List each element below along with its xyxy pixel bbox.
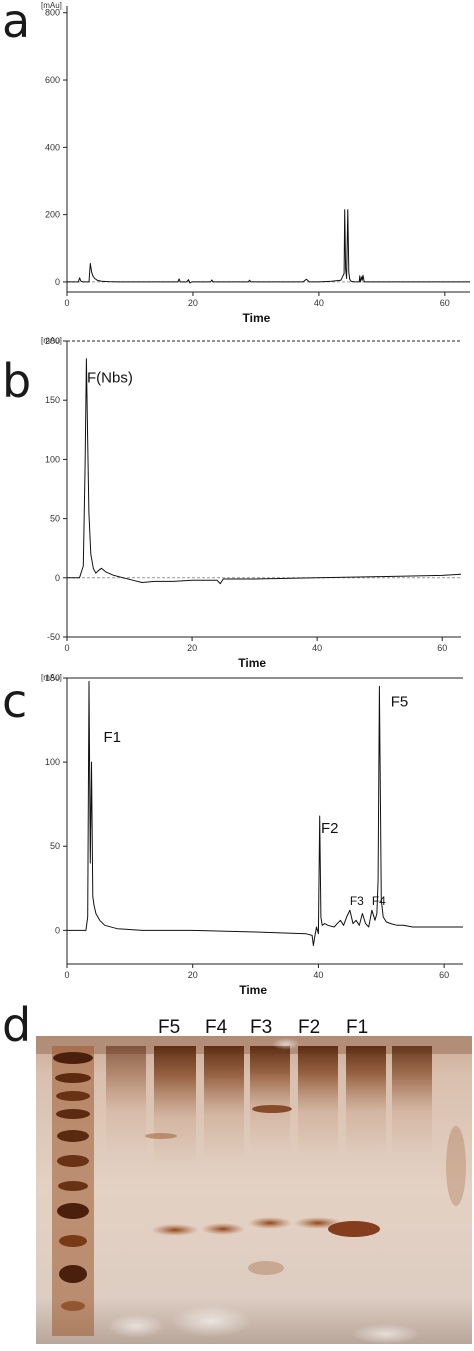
y-tick-label: 100: [45, 454, 60, 464]
series-line: [67, 358, 462, 585]
x-tick-label: 60: [437, 643, 447, 653]
gel-lane-labels: F5 F4 F3 F2 F1: [158, 1017, 368, 1038]
gel-lane-label: F5: [158, 1017, 180, 1038]
series-line: [67, 680, 463, 946]
y-tick-label: 50: [50, 514, 60, 524]
peak-label: F1: [103, 729, 121, 746]
y-tick-label: 400: [45, 142, 60, 152]
y-tick-label: 150: [45, 395, 60, 405]
y-tick-label: 150: [45, 673, 60, 683]
x-tick-label: 20: [188, 298, 198, 308]
y-tick-label: 0: [55, 925, 60, 935]
gel-reflections: [108, 1038, 420, 1344]
peak-label: F3: [350, 894, 364, 908]
y-tick-label: 600: [45, 75, 60, 85]
x-axis-title: Time: [239, 983, 267, 997]
x-tick-label: 40: [312, 643, 322, 653]
y-unit-label: [mAu]: [41, 673, 62, 682]
gel-lane-label: F4: [205, 1017, 228, 1038]
x-tick-label: 40: [314, 298, 324, 308]
x-tick-label: 60: [440, 298, 450, 308]
gel-bands: [145, 1105, 466, 1275]
gel-sample-smears: [106, 1046, 432, 1166]
y-unit-label: [mAu]: [41, 1, 62, 10]
gel-lane-label: F1: [346, 1017, 368, 1038]
y-tick-label: 0: [55, 277, 60, 287]
y-tick-label: 100: [45, 757, 60, 767]
chart-b: [mAu] -50 0 50 100 150 200 0 20 40 60 Time F(Nbs): [41, 336, 462, 670]
chart-a: [mAu] 0 200 400 600 800 0 20 40 60 Time: [41, 1, 470, 325]
y-tick-label: 50: [50, 841, 60, 851]
x-tick-label: 0: [64, 643, 69, 653]
peak-label: F(Nbs): [87, 369, 133, 386]
gel-image: [36, 1036, 472, 1344]
x-tick-label: 60: [439, 970, 449, 980]
x-axis-title: Time: [243, 311, 271, 325]
x-axis-title: Time: [238, 656, 266, 670]
chart-c: [mAu] 0 50 100 150 0 20 40 60 Time F1 F2 F3 F4 F5: [41, 673, 463, 997]
series-line: [67, 209, 470, 284]
peak-label: F5: [391, 694, 409, 711]
x-tick-label: 20: [187, 643, 197, 653]
y-tick-label: -50: [47, 632, 60, 642]
panel-d-letter: d: [2, 998, 32, 1052]
x-tick-label: 40: [313, 970, 323, 980]
y-tick-label: 800: [45, 8, 60, 18]
x-tick-label: 0: [64, 298, 69, 308]
panel-c-letter: c: [2, 674, 28, 728]
peak-label: F4: [372, 894, 386, 908]
panel-a-letter: a: [2, 0, 31, 48]
gel-lane-label: F2: [298, 1017, 320, 1038]
peak-label: F2: [321, 820, 339, 837]
panel-b-letter: b: [2, 354, 32, 408]
gel-lane-label: F3: [250, 1017, 272, 1038]
x-tick-label: 0: [64, 970, 69, 980]
gel-ladder-lane: [52, 1046, 94, 1336]
y-tick-label: 0: [55, 573, 60, 583]
y-tick-label: 200: [45, 336, 60, 346]
y-tick-label: 200: [45, 210, 60, 220]
x-tick-label: 20: [188, 970, 198, 980]
y-unit-label: [mAu]: [41, 336, 62, 345]
